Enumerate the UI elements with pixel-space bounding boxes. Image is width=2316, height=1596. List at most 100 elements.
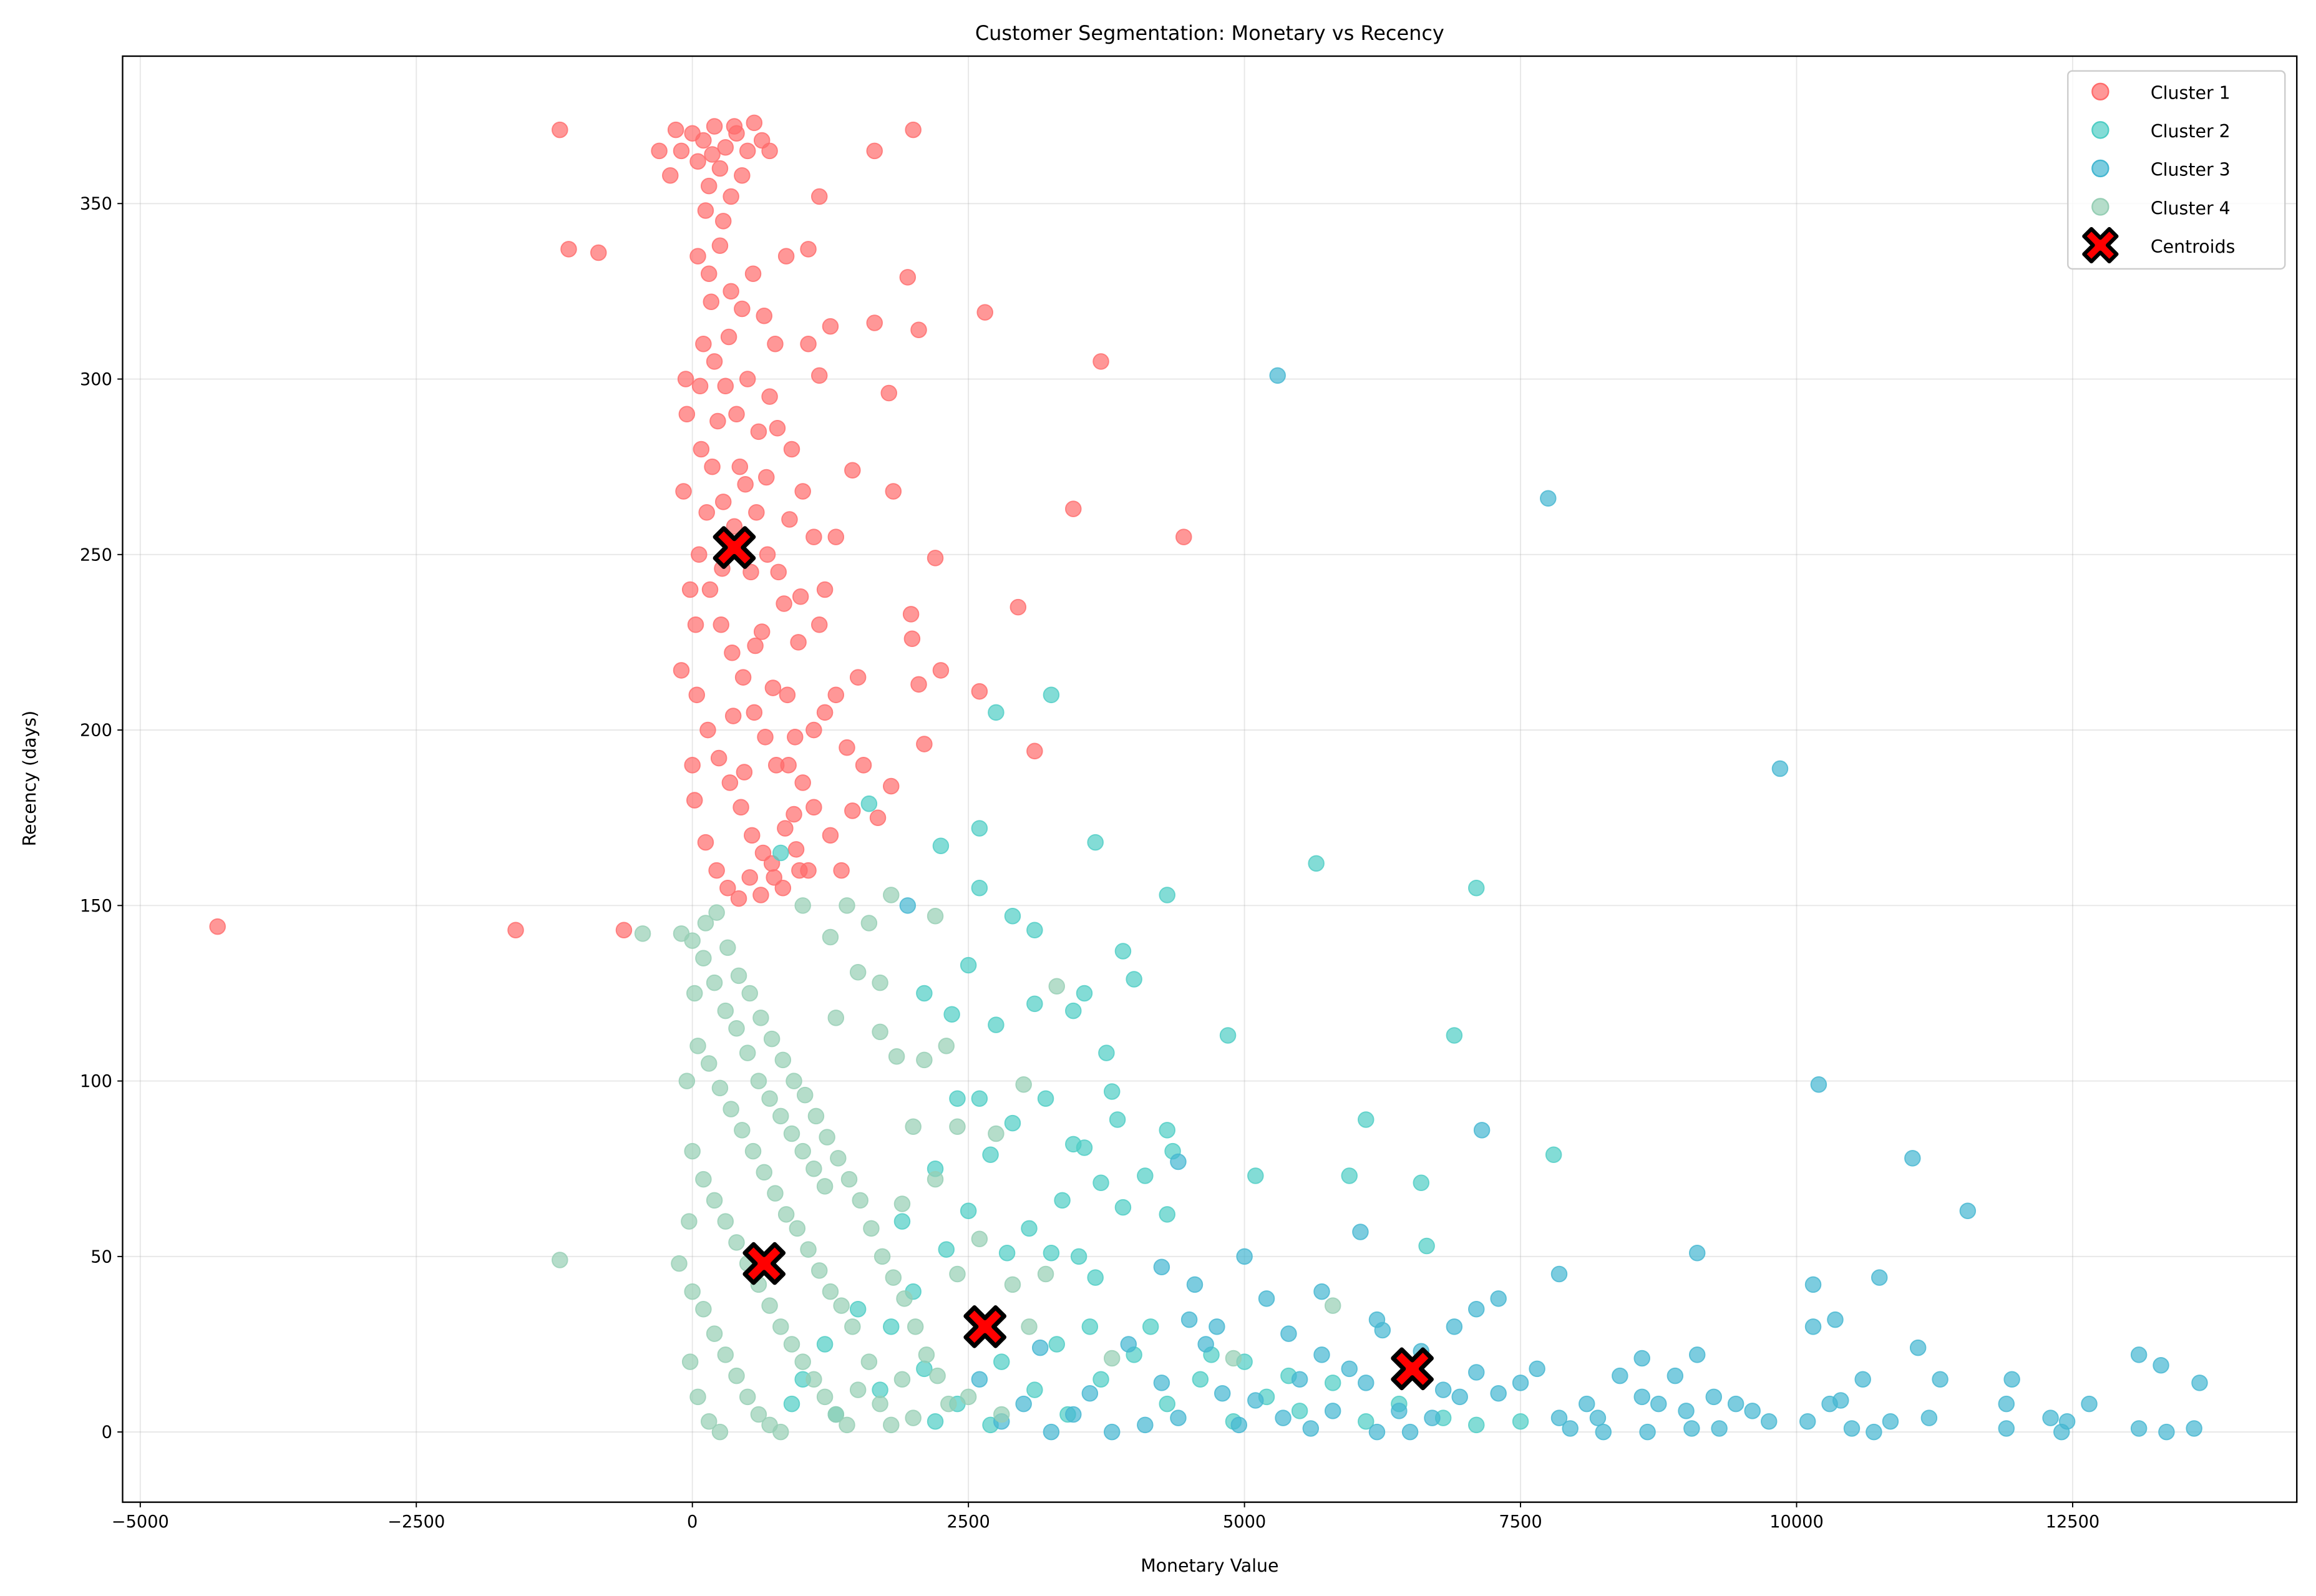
data-point-cluster-1	[720, 328, 737, 346]
legend-box	[2067, 70, 2286, 270]
data-point-cluster-4	[833, 1297, 850, 1314]
centroid-marker	[742, 1242, 786, 1285]
data-point-cluster-2	[971, 879, 988, 897]
data-point-cluster-1	[724, 645, 741, 661]
data-point-cluster-4	[728, 1019, 745, 1037]
data-point-cluster-1	[770, 563, 787, 581]
data-point-cluster-1	[693, 440, 710, 458]
data-point-cluster-1	[615, 922, 633, 938]
data-point-cluster-4	[927, 1170, 944, 1188]
data-point-cluster-4	[789, 1220, 806, 1237]
data-point-cluster-2	[1026, 922, 1043, 938]
data-point-cluster-2	[1137, 1167, 1154, 1184]
series-cluster-4	[552, 887, 1341, 1441]
data-point-cluster-4	[872, 1395, 888, 1413]
data-point-cluster-2	[998, 1244, 1016, 1262]
data-point-cluster-1	[209, 918, 226, 935]
data-point-cluster-2	[860, 795, 878, 812]
data-point-cluster-4	[794, 1142, 811, 1160]
data-point-cluster-3	[2191, 1375, 2208, 1391]
data-point-cluster-1	[866, 314, 883, 331]
data-point-cluster-1	[810, 367, 828, 384]
data-point-cluster-2	[982, 1146, 999, 1163]
data-point-cluster-1	[734, 167, 751, 184]
data-point-cluster-1	[701, 581, 719, 598]
data-point-cluster-1	[736, 764, 753, 781]
data-point-cluster-1	[744, 265, 762, 283]
data-point-cluster-1	[742, 563, 759, 581]
data-point-cluster-4	[719, 939, 736, 956]
data-point-cluster-1	[767, 336, 784, 353]
data-point-cluster-2	[1043, 686, 1060, 704]
data-point-cluster-3	[1799, 1413, 1816, 1430]
data-point-cluster-1	[703, 293, 720, 311]
data-point-cluster-3	[1705, 1388, 1723, 1406]
data-point-cluster-2	[872, 1381, 888, 1398]
data-point-cluster-1	[753, 623, 771, 640]
data-point-cluster-1	[790, 634, 807, 651]
data-point-cluster-4	[916, 1051, 933, 1069]
data-point-cluster-1	[822, 318, 839, 335]
data-point-cluster-3	[1368, 1423, 1386, 1441]
data-point-cluster-1	[744, 827, 761, 844]
data-point-cluster-4	[634, 925, 651, 942]
data-point-cluster-4	[711, 1423, 729, 1441]
data-point-cluster-1	[903, 630, 921, 648]
data-point-cluster-2	[1126, 971, 1142, 988]
data-point-cluster-2	[1159, 887, 1175, 903]
data-point-cluster-2	[893, 1213, 911, 1230]
data-point-cluster-1	[787, 841, 805, 858]
data-point-cluster-1	[899, 269, 917, 286]
data-point-cluster-3	[1998, 1420, 2015, 1437]
data-point-cluster-1	[677, 371, 694, 387]
data-point-cluster-1	[764, 679, 782, 696]
data-point-cluster-3	[1153, 1258, 1170, 1275]
y-tick-label: 150	[80, 897, 112, 916]
y-axis-label: Recency (days)	[19, 711, 40, 847]
data-point-cluster-2	[971, 1090, 988, 1107]
data-point-cluster-2	[1545, 1146, 1562, 1163]
data-point-cluster-1	[927, 550, 944, 567]
data-point-cluster-2	[1021, 1220, 1038, 1237]
data-point-cluster-1	[866, 142, 883, 160]
centroid-markers	[713, 526, 1434, 1391]
data-point-cluster-2	[1026, 1381, 1043, 1398]
data-point-cluster-1	[708, 862, 725, 879]
data-point-cluster-4	[918, 1346, 935, 1363]
data-point-cluster-2	[772, 844, 789, 862]
data-point-cluster-3	[1490, 1384, 1507, 1402]
data-point-cluster-3	[1446, 1318, 1463, 1335]
data-point-cluster-2	[1004, 1114, 1021, 1132]
data-point-cluster-1	[779, 686, 796, 704]
data-point-cluster-2	[1026, 995, 1043, 1013]
data-point-cluster-4	[695, 1300, 712, 1318]
data-point-cluster-3	[1744, 1403, 1761, 1419]
x-tick-label: −2500	[387, 1512, 445, 1532]
data-point-cluster-4	[800, 1241, 817, 1258]
data-point-cluster-1	[689, 153, 706, 170]
data-point-cluster-1	[827, 528, 845, 545]
data-point-cluster-1	[761, 388, 778, 405]
data-point-cluster-3	[1197, 1336, 1214, 1353]
data-point-cluster-4	[728, 1367, 745, 1384]
data-point-cluster-2	[1087, 834, 1104, 851]
data-point-cluster-4	[717, 1346, 734, 1363]
data-point-cluster-4	[1015, 1076, 1032, 1093]
data-point-cluster-1	[752, 887, 769, 903]
data-point-cluster-1	[721, 774, 739, 791]
data-point-cluster-4	[684, 1283, 701, 1300]
legend-label-cluster-4: Cluster 4	[2151, 198, 2231, 218]
data-point-cluster-4	[844, 1318, 861, 1335]
data-point-cluster-1	[731, 458, 749, 475]
data-point-cluster-1	[667, 121, 684, 139]
data-point-cluster-3	[1871, 1269, 1888, 1286]
data-point-cluster-4	[750, 1073, 767, 1089]
data-point-cluster-4	[807, 1107, 825, 1125]
data-point-cluster-1	[805, 528, 822, 545]
data-point-cluster-1	[746, 704, 763, 721]
data-point-cluster-3	[1103, 1423, 1121, 1441]
data-point-cluster-4	[907, 1318, 924, 1335]
data-point-cluster-1	[746, 114, 763, 132]
data-point-cluster-3	[1529, 1360, 1545, 1378]
